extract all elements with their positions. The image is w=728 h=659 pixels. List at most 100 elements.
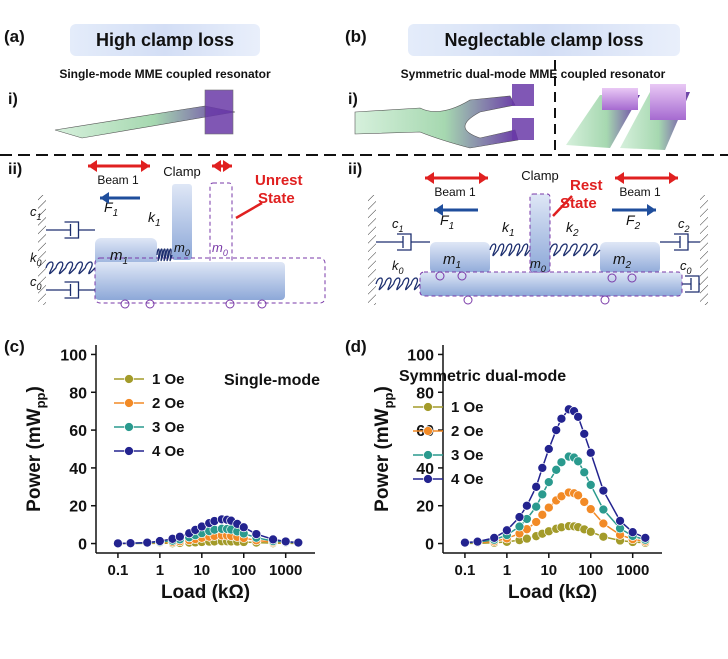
symbol: c1: [30, 204, 42, 222]
wall: [700, 195, 708, 305]
sub-label: i): [8, 91, 18, 108]
point: [640, 533, 651, 543]
symbol: c2: [678, 216, 690, 234]
wall: [38, 195, 46, 305]
point: [251, 529, 262, 539]
point: [598, 531, 609, 542]
symbol-sub: 2: [634, 221, 641, 232]
clamp-block: [204, 89, 234, 135]
spring: [156, 248, 173, 262]
arrow-head: [100, 192, 109, 204]
point: [573, 412, 583, 422]
y-axis-label: Power (mWpp): [24, 386, 48, 512]
clamp-mass: [529, 193, 551, 273]
point: [537, 509, 548, 520]
x-tick-label: 1000: [269, 562, 302, 579]
symbol-base: m: [443, 251, 456, 268]
clamp-mass: [172, 184, 192, 260]
x-tick-label: 1: [503, 562, 511, 579]
roller: [120, 299, 130, 309]
point: [489, 533, 500, 543]
clamp-label: Clamp: [163, 164, 201, 179]
y-axis-label-text: Power (mW: [372, 408, 393, 512]
arrow-head: [669, 172, 678, 184]
clamp-label: Clamp: [521, 168, 559, 183]
point: [585, 480, 596, 490]
beam-label: Beam 1: [97, 173, 139, 187]
y-tick-label: 20: [416, 499, 434, 516]
y-tick-label: 40: [416, 461, 434, 478]
symbol-sub: 1: [509, 228, 515, 239]
chart: (c) 0 20 40 60 80 100 0.1 1 10 100 1000 Power (mWpp)…: [4, 337, 320, 603]
arrow-head: [88, 160, 97, 172]
point: [573, 456, 583, 467]
sub-label: i): [348, 91, 358, 108]
point: [472, 536, 483, 547]
symbol-sub: 0: [541, 264, 546, 274]
symbol-base: F: [104, 199, 114, 215]
point: [543, 444, 554, 454]
beam-label: Beam 1: [619, 185, 661, 199]
state-label: Rest: [570, 177, 603, 194]
point: [531, 501, 542, 512]
point: [551, 464, 562, 475]
point: [142, 537, 153, 548]
damper: [46, 221, 95, 239]
arrow: [235, 201, 263, 220]
symbol-base: m: [613, 251, 626, 268]
roller: [145, 299, 155, 309]
point: [238, 522, 249, 533]
y-tick-label: 20: [69, 499, 87, 516]
x-tick-label: 10: [540, 562, 557, 579]
y-axis-label: Power (mWpp): [372, 386, 396, 512]
symbol: m0: [212, 240, 228, 258]
symbol-sub: 1: [155, 218, 161, 229]
symbol-sub: 1: [123, 256, 129, 267]
damper: [682, 275, 700, 293]
arrow-head: [615, 172, 624, 184]
symbol-sub: 0: [687, 266, 692, 276]
arrow-head: [223, 160, 232, 172]
wall: [368, 195, 376, 305]
symbol: m1: [110, 247, 128, 267]
symbol-sub: 1: [37, 212, 42, 222]
mass-block: [650, 84, 686, 120]
point: [585, 526, 596, 537]
arrow-head: [141, 160, 150, 172]
spring: [489, 243, 531, 257]
point: [551, 425, 562, 435]
caption: Single-mode MME coupled resonator: [59, 67, 271, 81]
symbol-base: m: [212, 240, 223, 255]
symbol: k0: [30, 250, 42, 268]
symbol: F1: [104, 199, 118, 219]
point: [579, 467, 590, 478]
y-tick-label: 60: [69, 423, 87, 440]
symbol-sub: 2: [572, 228, 579, 239]
symbol-base: F: [626, 212, 636, 228]
point: [598, 518, 609, 529]
symbol: F2: [626, 212, 641, 232]
symbol-sub: 0: [399, 266, 404, 276]
panel-label: (d): [345, 337, 367, 356]
symbol-base: k: [502, 219, 510, 235]
y-tick-label: 0: [78, 537, 87, 554]
x-tick-label: 100: [578, 562, 603, 579]
y-tick-label: 40: [69, 461, 87, 478]
spring: [375, 277, 421, 291]
point: [543, 477, 554, 487]
symbol-sub: 1: [113, 208, 119, 219]
spring: [45, 261, 96, 275]
symbol-sub: 1: [399, 224, 404, 234]
point: [522, 500, 532, 511]
symbol-sub: 2: [625, 260, 632, 271]
symbol-base: k: [148, 209, 156, 225]
base-mass: [419, 271, 683, 297]
symbol: F1: [440, 212, 454, 232]
symbol-sub: 0: [223, 248, 228, 258]
y-tick-label: 80: [69, 385, 87, 402]
panel-b: (b) Neglectable clamp loss Symmetric dua…: [345, 24, 708, 305]
point: [573, 490, 583, 501]
sub-label: ii): [8, 161, 22, 178]
symbol-base: c: [30, 204, 37, 219]
point: [579, 429, 590, 439]
